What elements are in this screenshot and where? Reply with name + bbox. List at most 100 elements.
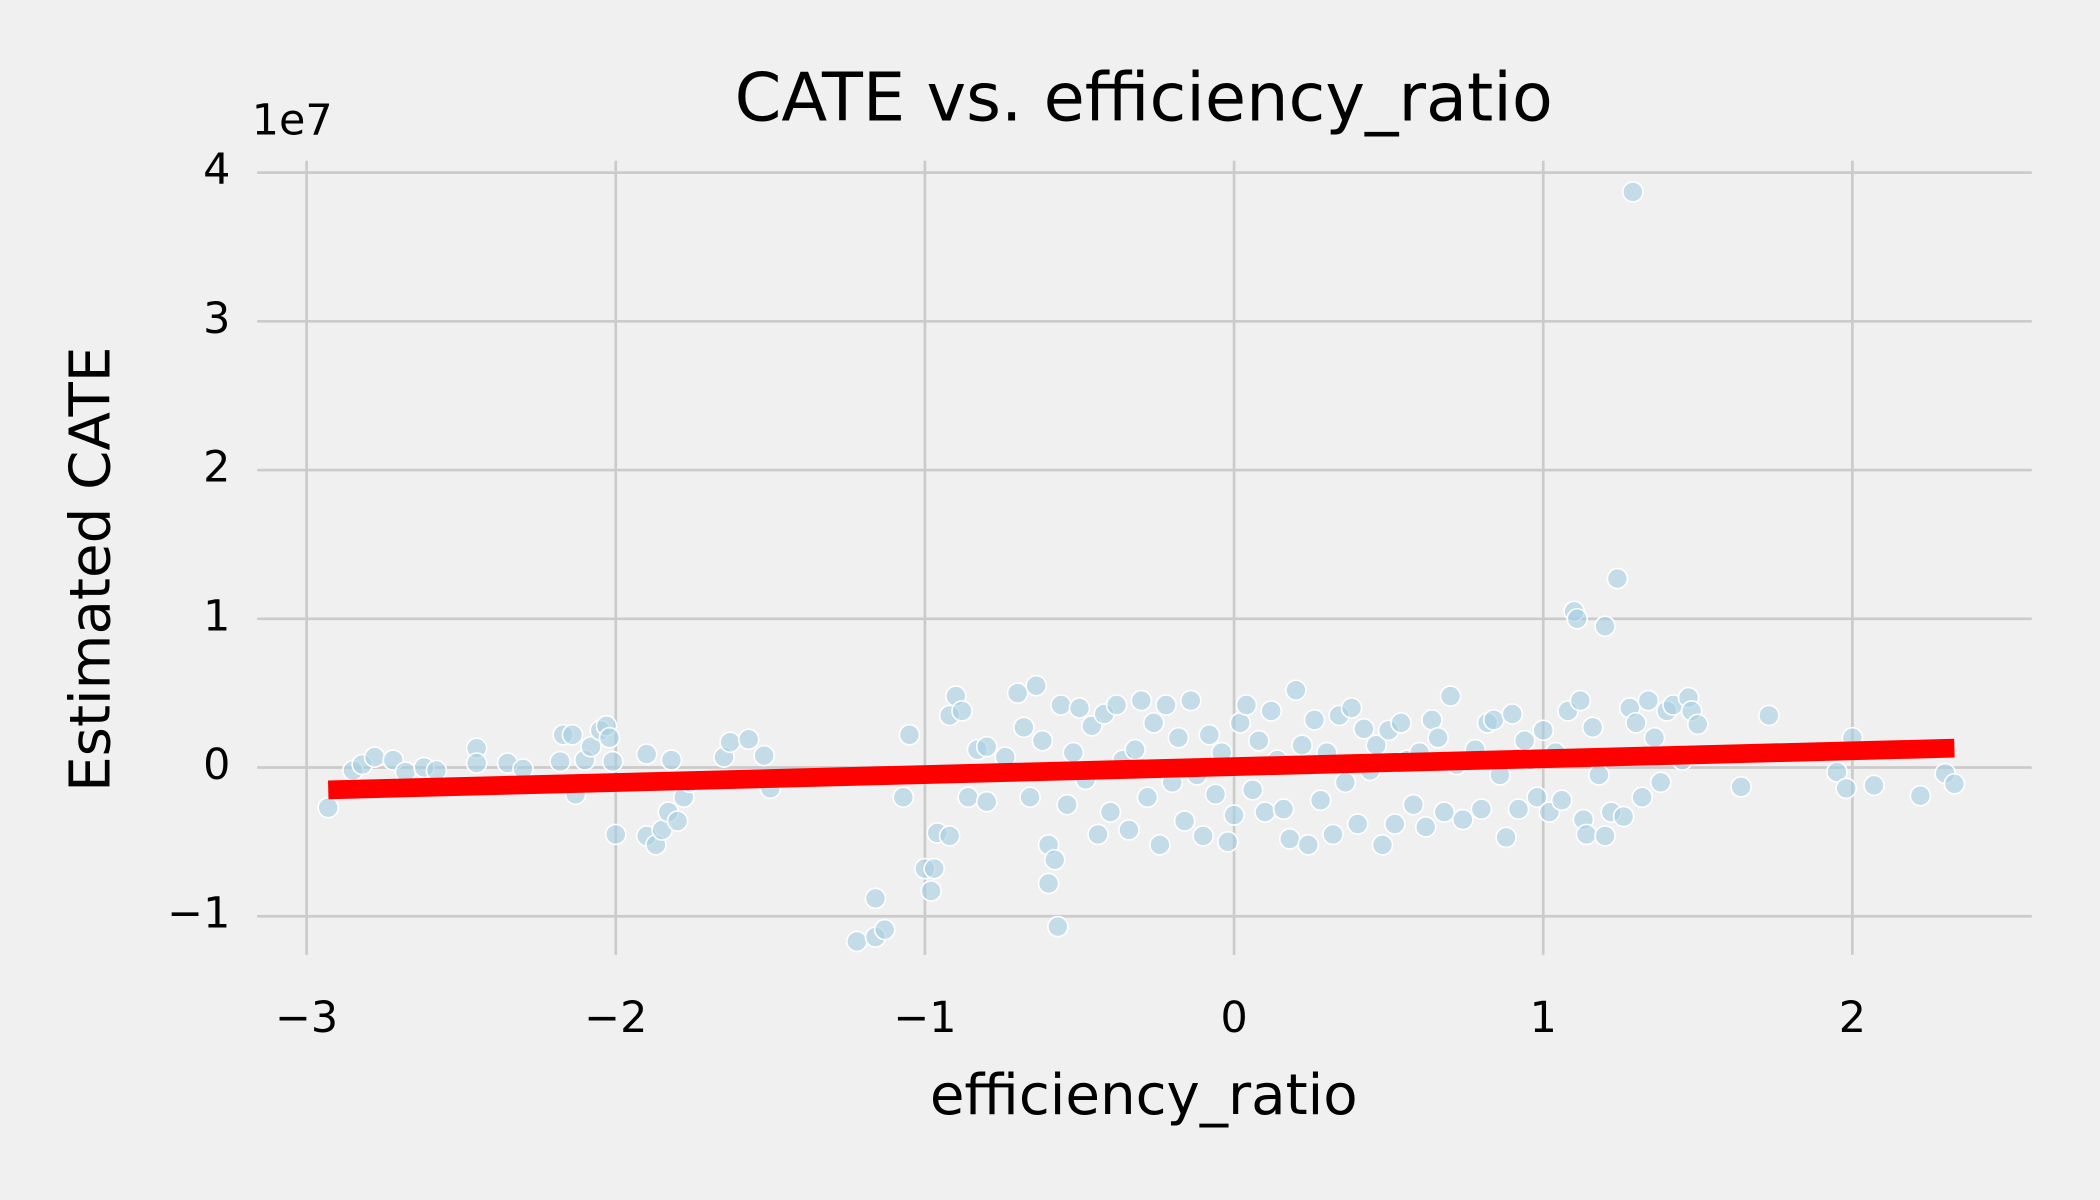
point bbox=[1427, 726, 1449, 749]
point bbox=[1550, 789, 1573, 812]
point bbox=[1105, 694, 1128, 716]
point bbox=[1625, 712, 1647, 734]
point bbox=[1309, 789, 1332, 812]
point bbox=[317, 796, 340, 819]
point bbox=[1863, 774, 1885, 797]
point bbox=[598, 726, 621, 749]
point bbox=[1056, 793, 1078, 816]
point bbox=[1013, 716, 1035, 739]
point bbox=[1229, 712, 1252, 734]
y-tick-label: 3 bbox=[203, 294, 230, 344]
point bbox=[864, 887, 887, 910]
point bbox=[1612, 805, 1635, 828]
point bbox=[1068, 697, 1091, 719]
point bbox=[1241, 778, 1264, 801]
point bbox=[892, 786, 915, 809]
point bbox=[1346, 813, 1369, 835]
point bbox=[1235, 694, 1258, 716]
point bbox=[1285, 679, 1307, 702]
point bbox=[920, 880, 942, 902]
x-tick-label: 1 bbox=[1530, 993, 1557, 1043]
point bbox=[666, 810, 689, 832]
point bbox=[1043, 848, 1066, 871]
point bbox=[1006, 682, 1029, 705]
point bbox=[1217, 831, 1239, 853]
point bbox=[957, 786, 980, 809]
point bbox=[1943, 773, 1966, 795]
point bbox=[1130, 689, 1153, 712]
point bbox=[1532, 719, 1555, 742]
point bbox=[1470, 798, 1493, 821]
point bbox=[1025, 674, 1048, 697]
x-tick-label: 0 bbox=[1220, 993, 1247, 1043]
point bbox=[660, 749, 683, 771]
point bbox=[1686, 713, 1709, 736]
point bbox=[719, 731, 741, 754]
points bbox=[317, 181, 1966, 953]
point bbox=[1340, 697, 1363, 719]
point bbox=[1047, 915, 1069, 938]
point bbox=[1637, 689, 1660, 712]
point bbox=[549, 750, 571, 773]
point bbox=[1037, 872, 1060, 895]
point bbox=[1433, 801, 1456, 823]
point bbox=[975, 790, 998, 813]
point bbox=[1334, 771, 1357, 794]
point bbox=[1179, 689, 1202, 712]
point bbox=[1507, 798, 1530, 821]
point bbox=[1167, 726, 1190, 749]
point bbox=[1031, 729, 1054, 752]
point bbox=[363, 746, 386, 768]
point bbox=[1643, 726, 1666, 749]
point bbox=[1272, 798, 1295, 821]
point bbox=[1622, 181, 1644, 203]
point bbox=[737, 728, 760, 751]
y-tick-label: −1 bbox=[167, 889, 230, 939]
point bbox=[465, 752, 488, 774]
x-axis-label: efficiency_ratio bbox=[930, 1063, 1358, 1128]
point bbox=[1569, 689, 1592, 712]
point bbox=[1019, 786, 1041, 809]
point bbox=[635, 743, 658, 765]
point bbox=[1482, 709, 1505, 731]
point bbox=[1730, 776, 1752, 798]
point bbox=[1136, 786, 1159, 809]
x-tick-label: −3 bbox=[275, 993, 338, 1043]
point bbox=[1192, 825, 1215, 847]
point bbox=[1278, 828, 1301, 850]
point bbox=[1142, 712, 1165, 734]
point bbox=[1402, 793, 1425, 816]
point bbox=[1513, 729, 1536, 752]
point bbox=[1414, 816, 1437, 838]
y-tick-label: 4 bbox=[203, 145, 230, 195]
y-axis-label: Estimated CATE bbox=[58, 347, 123, 792]
x-tick-label: −2 bbox=[584, 993, 647, 1043]
point bbox=[1909, 784, 1932, 807]
point bbox=[1594, 825, 1616, 847]
point bbox=[1495, 826, 1517, 849]
point bbox=[1371, 834, 1394, 856]
y-tick-label: 2 bbox=[203, 443, 230, 493]
point bbox=[580, 735, 602, 758]
y-tick-label: 1 bbox=[203, 591, 230, 641]
point bbox=[1297, 834, 1320, 856]
point bbox=[1826, 761, 1848, 783]
point bbox=[1353, 717, 1375, 740]
point bbox=[1204, 783, 1227, 806]
point bbox=[561, 723, 584, 746]
point bbox=[1526, 786, 1548, 809]
point bbox=[1439, 685, 1462, 707]
x-tick-label: 2 bbox=[1839, 993, 1866, 1043]
point bbox=[1606, 567, 1629, 590]
point bbox=[975, 735, 998, 758]
point bbox=[1588, 764, 1610, 786]
point bbox=[1173, 810, 1196, 832]
point bbox=[1594, 615, 1616, 638]
x-tick-label: −1 bbox=[893, 993, 956, 1043]
point bbox=[1452, 808, 1474, 831]
fit-line bbox=[328, 738, 1955, 800]
y-offset-label: 1e7 bbox=[252, 96, 333, 146]
point bbox=[1421, 709, 1443, 731]
point bbox=[1099, 801, 1122, 823]
point bbox=[1383, 813, 1406, 835]
